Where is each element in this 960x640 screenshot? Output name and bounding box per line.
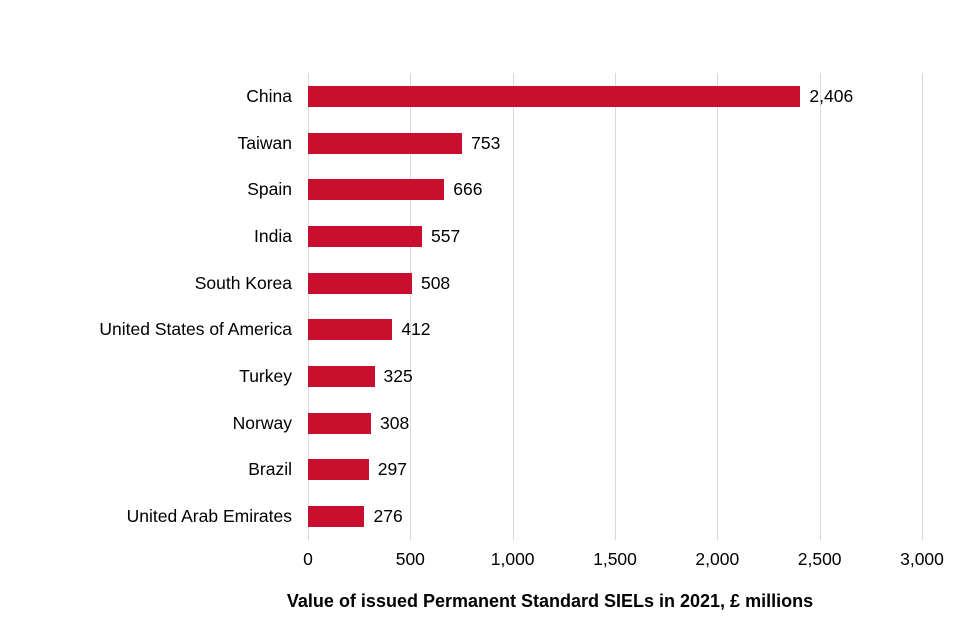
table-row: South Korea 508 <box>0 260 960 307</box>
value-label: 276 <box>373 506 403 527</box>
value-label: 666 <box>453 179 483 200</box>
table-row: Turkey 325 <box>0 353 960 400</box>
category-label: Turkey <box>239 365 292 386</box>
gridline-3,000 <box>922 73 923 540</box>
table-row: Brazil 297 <box>0 447 960 494</box>
value-label: 412 <box>401 319 431 340</box>
x-axis-ticks: 0 500 1,000 1,500 2,000 2,500 3,000 <box>0 549 960 571</box>
table-row: China 2,406 <box>0 73 960 120</box>
bar-track: 308 <box>308 412 960 434</box>
bar <box>308 132 463 154</box>
category-label: South Korea <box>194 272 292 293</box>
value-label: 2,406 <box>809 85 854 106</box>
value-label: 508 <box>420 272 451 293</box>
table-row: Norway 308 <box>0 400 960 447</box>
x-axis-title: Value of issued Permanent Standard SIELs… <box>286 591 814 611</box>
gridline-500 <box>410 73 412 540</box>
value-label: 325 <box>383 365 413 386</box>
bar <box>308 179 445 201</box>
x-tick-label: 2,000 <box>695 549 740 569</box>
gridline-1,000 <box>512 73 514 540</box>
bar <box>308 225 422 247</box>
gridline-2,000 <box>717 73 719 540</box>
gridline-2,500 <box>819 73 821 540</box>
x-tick-label: 1,000 <box>490 549 535 569</box>
x-tick-label: 500 <box>395 549 425 569</box>
bar-track: 2,406 <box>308 85 960 107</box>
bar-track: 325 <box>308 365 960 387</box>
category-label: India <box>254 225 292 246</box>
value-label: 297 <box>377 459 407 480</box>
category-label: United States of America <box>99 319 292 340</box>
value-label: 557 <box>430 225 461 246</box>
x-tick-label: 2,500 <box>797 549 842 569</box>
category-label: United Arab Emirates <box>126 506 292 527</box>
value-label: 308 <box>380 412 410 433</box>
table-row: United States of America 412 <box>0 306 960 353</box>
x-tick-label: 0 <box>303 549 313 569</box>
bar <box>308 272 412 294</box>
gridline-0 <box>308 73 309 540</box>
bar-track: 557 <box>308 225 960 247</box>
bar-rows: China 2,406 Taiwan 753 Spain 666 India 557 South… <box>0 73 960 540</box>
bar <box>308 459 369 481</box>
bar-track: 508 <box>308 272 960 294</box>
table-row: United Arab Emirates 276 <box>0 493 960 540</box>
value-label: 753 <box>471 132 501 153</box>
bar-track: 412 <box>308 319 960 341</box>
category-label: Taiwan <box>237 132 292 153</box>
bar-track: 666 <box>308 179 960 201</box>
table-row: India 557 <box>0 213 960 260</box>
bar <box>308 506 365 528</box>
bar-track: 276 <box>308 506 960 528</box>
category-label: Spain <box>247 179 292 200</box>
bar <box>308 365 375 387</box>
gridlines <box>308 73 923 540</box>
table-row: Spain 666 <box>0 166 960 213</box>
bar <box>308 412 372 434</box>
bar-track: 753 <box>308 132 960 154</box>
category-label: Brazil <box>248 459 292 480</box>
bar <box>308 319 393 341</box>
x-tick-label: 1,500 <box>593 549 637 569</box>
category-label: China <box>246 85 292 106</box>
table-row: Taiwan 753 <box>0 120 960 167</box>
x-tick-label: 3,000 <box>900 549 944 569</box>
category-label: Norway <box>232 412 292 433</box>
bar-track: 297 <box>308 459 960 481</box>
gridline-1,500 <box>615 73 616 540</box>
bar <box>308 85 801 107</box>
